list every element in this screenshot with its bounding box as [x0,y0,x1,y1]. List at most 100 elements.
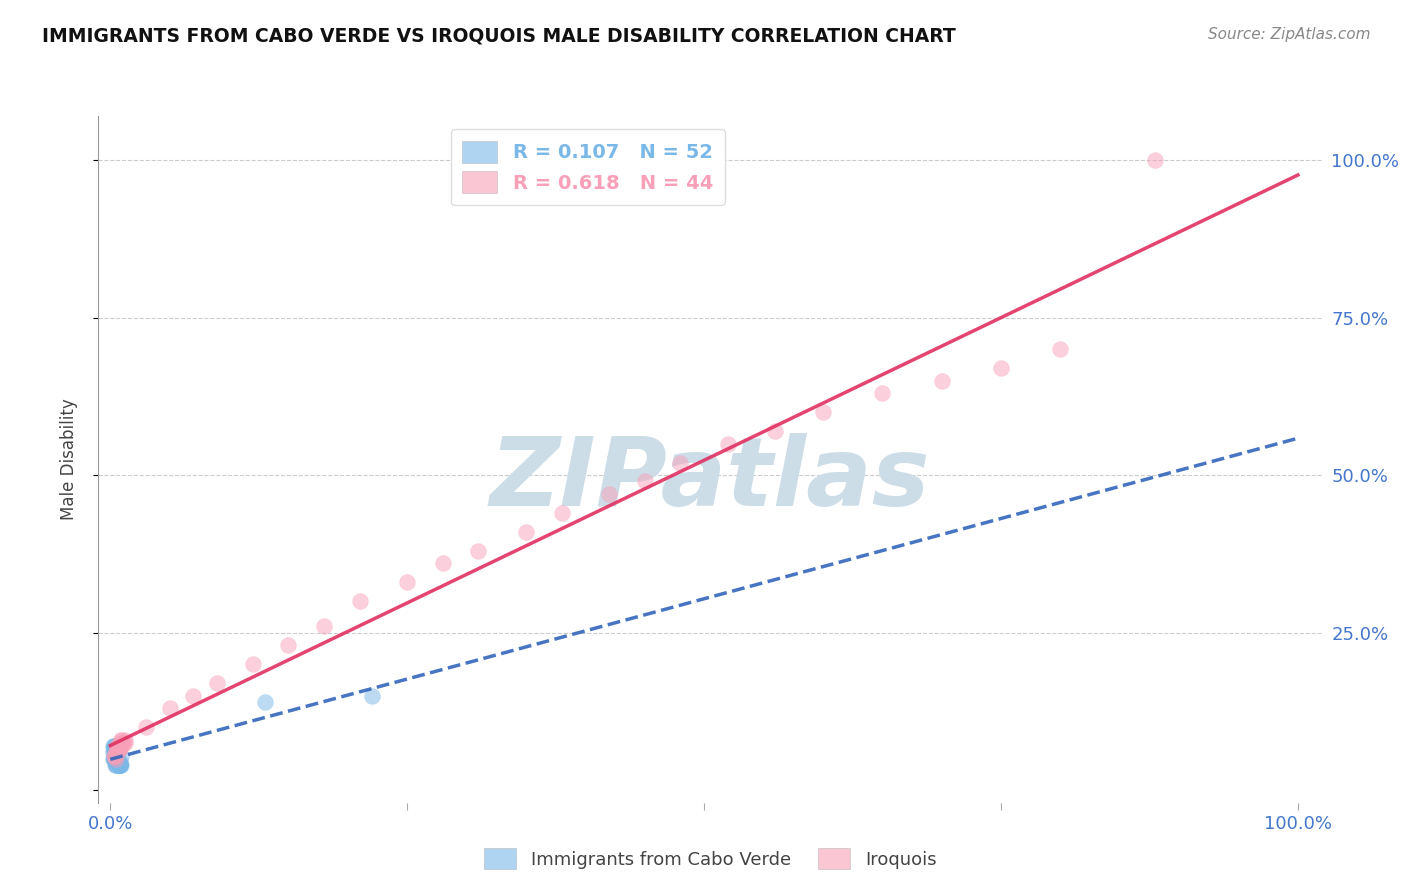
Point [105,748,128,763]
Point [103,742,125,756]
Point [107,755,129,769]
Point [107,742,129,756]
Point [105,745,128,759]
Text: IMMIGRANTS FROM CABO VERDE VS IROQUOIS MALE DISABILITY CORRELATION CHART: IMMIGRANTS FROM CABO VERDE VS IROQUOIS M… [42,27,956,45]
Legend: Immigrants from Cabo Verde, Iroquois: Immigrants from Cabo Verde, Iroquois [477,841,943,876]
Point [108,742,131,756]
Point [990,361,1012,376]
Point [159,701,181,715]
Point [669,456,692,470]
Point [931,374,953,388]
Point [183,689,205,703]
Text: Source: ZipAtlas.com: Source: ZipAtlas.com [1208,27,1371,42]
Point [349,594,371,608]
Point [108,758,131,772]
Point [103,742,125,756]
Point [105,758,128,772]
Point [515,524,537,539]
Point [104,745,127,759]
Point [598,487,620,501]
Point [105,758,128,772]
Point [107,742,129,756]
Text: ZIPatlas: ZIPatlas [489,434,931,526]
Point [101,745,124,759]
Point [105,752,128,766]
Point [103,752,125,766]
Point [103,745,125,759]
Point [110,736,132,750]
Point [107,739,129,753]
Point [396,575,419,590]
Point [107,748,129,763]
Point [107,755,129,769]
Point [108,758,131,772]
Point [107,739,129,753]
Point [104,748,127,763]
Point [811,405,834,419]
Point [634,475,657,489]
Point [112,736,135,750]
Point [105,745,128,759]
Point [103,748,125,763]
Point [105,745,128,759]
Point [1049,342,1071,356]
Point [110,732,132,747]
Point [1144,153,1167,167]
Point [205,676,228,690]
Point [107,755,129,769]
Point [110,758,132,772]
Point [870,386,893,401]
Point [107,758,129,772]
Point [242,657,264,672]
Point [467,543,489,558]
Point [104,742,127,756]
Point [104,748,127,763]
Point [107,745,129,759]
Point [108,758,131,772]
Point [103,748,125,763]
Point [105,748,128,763]
Point [104,745,127,759]
Point [107,758,129,772]
Point [108,755,131,769]
Point [312,619,335,633]
Point [717,436,740,450]
Point [104,758,127,772]
Point [104,748,127,763]
Point [550,506,572,520]
Point [110,732,132,747]
Point [107,755,129,769]
Point [103,739,125,753]
Point [108,739,131,753]
Point [360,689,382,703]
Point [107,742,129,756]
Point [104,745,127,759]
Point [103,739,125,753]
Point [104,748,127,763]
Point [103,752,125,766]
Point [432,557,454,571]
Y-axis label: Male Disability: Male Disability [59,399,77,520]
Point [107,755,129,769]
Point [107,742,129,756]
Point [105,752,128,766]
Point [103,752,125,766]
Point [253,695,276,709]
Point [107,758,129,772]
Point [114,736,136,750]
Point [112,736,135,750]
Point [763,424,786,438]
Point [105,748,128,763]
Point [114,732,136,747]
Point [101,752,124,766]
Point [107,758,129,772]
Point [277,638,299,652]
Point [101,739,124,753]
Point [135,720,157,734]
Point [110,748,132,763]
Point [107,758,129,772]
Point [104,748,127,763]
Point [107,755,129,769]
Point [108,758,131,772]
Point [107,758,129,772]
